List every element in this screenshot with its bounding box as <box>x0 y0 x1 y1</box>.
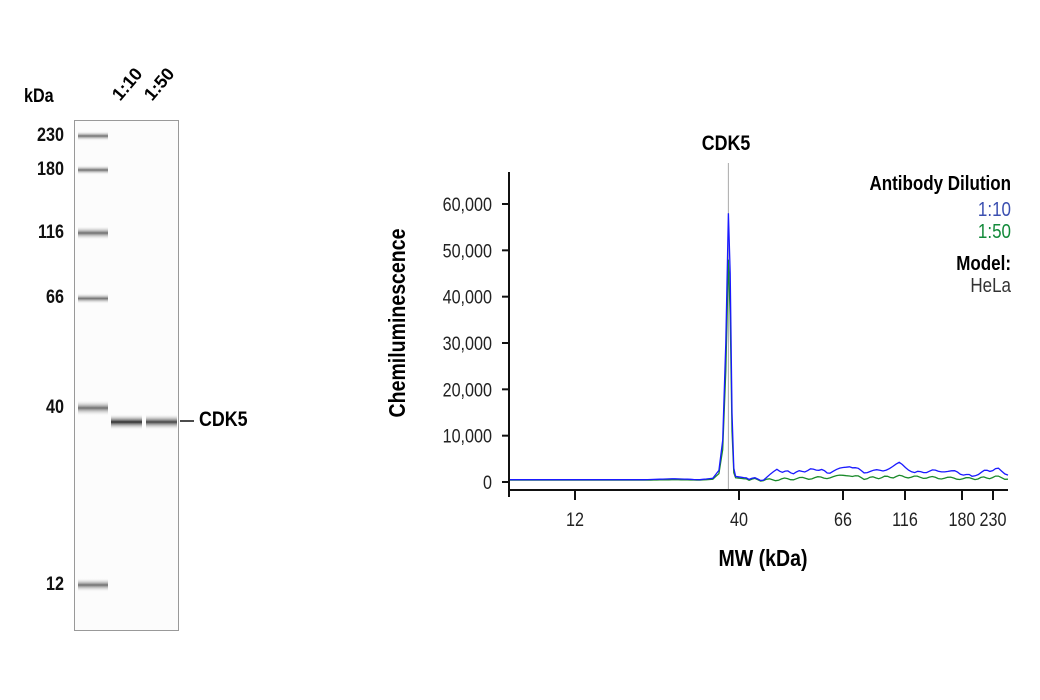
y-tick-label: 20,000 <box>443 379 493 401</box>
marker-bands <box>78 131 108 592</box>
series-line-1-50 <box>509 259 1009 482</box>
x-tick-label: 230 <box>980 509 1007 531</box>
marker-label: 180 <box>37 159 64 180</box>
y-tick-label: 40,000 <box>443 286 493 308</box>
legend-title: Antibody Dilution <box>869 172 1011 195</box>
y-axis-label: Chemiluminescence <box>385 228 411 417</box>
kda-label: kDa <box>24 86 54 107</box>
x-axis-label: MW (kDa) <box>719 546 808 572</box>
chart-title: CDK5 <box>702 132 751 156</box>
blot-image <box>74 120 194 631</box>
legend-entry-1-10: 1:10 <box>978 198 1011 221</box>
marker-label: 66 <box>46 287 64 308</box>
target-label: CDK5 <box>199 408 248 431</box>
legend-model-label: Model: <box>956 252 1011 275</box>
marker-label: 230 <box>37 125 64 146</box>
series-line-1-10 <box>509 213 1009 482</box>
legend-entry-1-50: 1:50 <box>978 220 1011 243</box>
y-tick-label: 50,000 <box>443 240 493 262</box>
x-tick-label: 116 <box>892 509 918 531</box>
marker-label: 40 <box>46 397 64 418</box>
x-tick-label: 180 <box>949 509 976 531</box>
y-tick-label: 10,000 <box>443 425 493 447</box>
blot-frame <box>74 120 179 631</box>
marker-label: 12 <box>46 574 64 595</box>
legend: Antibody Dilution 1:10 1:50 Model: HeLa <box>869 172 1011 297</box>
y-tick-label: 30,000 <box>443 333 493 355</box>
band-1-10 <box>111 414 142 430</box>
y-tick-label: 60,000 <box>443 194 493 216</box>
y-tick-label: 0 <box>483 472 492 494</box>
x-tick-label: 12 <box>566 509 584 531</box>
legend-model-value: HeLa <box>970 274 1011 297</box>
x-tick-label: 40 <box>730 509 748 531</box>
marker-label: 116 <box>37 222 64 243</box>
x-tick-label: 66 <box>834 509 852 531</box>
band-1-50 <box>146 414 177 430</box>
